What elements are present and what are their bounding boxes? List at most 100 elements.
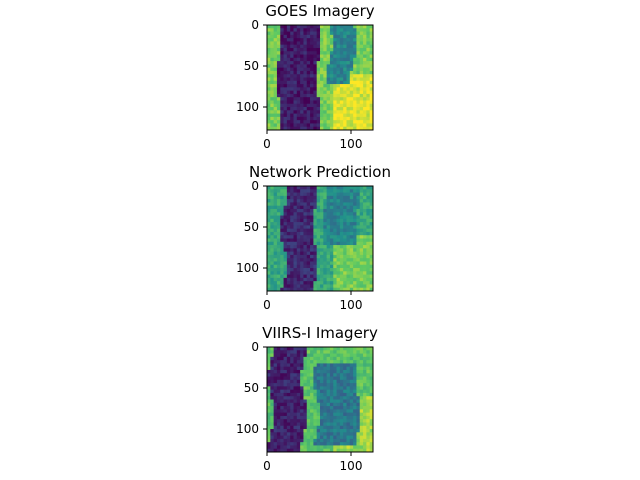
heatmap-cell — [286, 238, 291, 243]
heatmap-cell — [369, 218, 374, 223]
heatmap-cell — [349, 360, 354, 364]
heatmap-cell — [336, 402, 341, 407]
heatmap-cell — [343, 41, 347, 46]
heatmap-cell — [363, 415, 367, 420]
heatmap-cell — [320, 396, 324, 400]
heatmap-cell — [316, 438, 321, 443]
heatmap-cell — [369, 47, 374, 52]
heatmap-cell — [316, 248, 321, 253]
heatmap-cell — [353, 87, 357, 92]
heatmap-cell — [276, 199, 281, 203]
heatmap-cell — [280, 57, 284, 62]
heatmap-cell — [280, 241, 284, 246]
heatmap-cell — [273, 192, 278, 197]
heatmap-cell — [290, 264, 294, 269]
heatmap-cell — [320, 235, 324, 239]
heatmap-cell — [270, 107, 275, 111]
heatmap-cell — [286, 264, 291, 269]
heatmap-cell — [267, 350, 271, 354]
heatmap-cell — [303, 353, 308, 358]
heatmap-cell — [349, 57, 354, 62]
heatmap-cell — [290, 274, 294, 279]
heatmap-cell — [339, 228, 344, 233]
heatmap-cell — [296, 429, 301, 433]
heatmap-cell — [359, 274, 364, 279]
heatmap-cell — [346, 254, 351, 259]
heatmap-cell — [293, 64, 298, 69]
heatmap-cell — [280, 271, 284, 275]
heatmap-cell — [346, 448, 351, 453]
heatmap-cell — [336, 218, 341, 223]
heatmap-cell — [336, 212, 341, 216]
heatmap-cell — [339, 281, 344, 285]
heatmap-cell — [303, 422, 308, 427]
heatmap-cell — [313, 356, 318, 361]
heatmap-cell — [273, 389, 278, 394]
heatmap-cell — [356, 41, 361, 46]
heatmap-cell — [290, 235, 294, 239]
heatmap-cell — [323, 402, 328, 407]
heatmap-cell — [333, 245, 337, 249]
heatmap-cell — [293, 38, 298, 42]
heatmap-cell — [286, 34, 291, 39]
heatmap-cell — [343, 448, 347, 453]
heatmap-cell — [339, 245, 344, 249]
heatmap-cell — [356, 373, 361, 377]
heatmap-cell — [333, 222, 337, 226]
heatmap-cell — [326, 261, 331, 266]
heatmap-cell — [283, 258, 288, 262]
heatmap-cell — [306, 202, 311, 207]
heatmap-cell — [323, 97, 328, 101]
heatmap-cell — [280, 103, 284, 108]
heatmap-cell — [280, 199, 284, 203]
heatmap-cell — [276, 107, 281, 111]
heatmap-cell — [270, 399, 275, 404]
heatmap-cell — [286, 369, 291, 374]
heatmap-cell — [366, 84, 371, 88]
heatmap-cell — [286, 218, 291, 223]
heatmap-cell — [293, 360, 298, 364]
heatmap-cell — [329, 425, 334, 430]
heatmap-cell — [316, 412, 321, 417]
heatmap-cell — [270, 438, 275, 443]
heatmap-cell — [359, 241, 364, 246]
heatmap-cell — [326, 274, 331, 279]
heatmap-cell — [283, 80, 288, 85]
heatmap-cell — [303, 258, 308, 262]
heatmap-cell — [333, 231, 337, 236]
heatmap-cell — [329, 438, 334, 443]
heatmap-cell — [343, 222, 347, 226]
heatmap-cell — [310, 67, 314, 72]
heatmap-cell — [273, 448, 278, 453]
heatmap-cell — [333, 438, 337, 443]
heatmap-cell — [303, 126, 308, 131]
heatmap-cell — [290, 241, 294, 246]
heatmap-cell — [363, 245, 367, 249]
heatmap-cell — [310, 353, 314, 358]
heatmap-cell — [356, 448, 361, 453]
heatmap-cell — [333, 251, 337, 256]
heatmap-cell — [276, 90, 281, 95]
heatmap-cell — [267, 448, 271, 453]
heatmap-cell — [296, 284, 301, 289]
heatmap-cell — [283, 369, 288, 374]
heatmap-cell — [273, 419, 278, 423]
heatmap-cell — [270, 100, 275, 105]
heatmap-cell — [320, 383, 324, 387]
heatmap-cell — [267, 264, 271, 269]
heatmap-cell — [366, 363, 371, 368]
heatmap-cell — [323, 241, 328, 246]
heatmap-cell — [363, 80, 367, 85]
heatmap-cell — [326, 31, 331, 36]
heatmap-cell — [310, 251, 314, 256]
heatmap-cell — [296, 61, 301, 65]
heatmap-cell — [293, 425, 298, 430]
x-tick-label: 0 — [263, 298, 271, 312]
heatmap-cell — [369, 57, 374, 62]
heatmap-cell — [276, 218, 281, 223]
heatmap-cell — [320, 54, 324, 59]
heatmap-cell — [356, 392, 361, 397]
heatmap-cell — [300, 34, 304, 39]
heatmap-cell — [270, 215, 275, 220]
heatmap-cell — [283, 419, 288, 423]
